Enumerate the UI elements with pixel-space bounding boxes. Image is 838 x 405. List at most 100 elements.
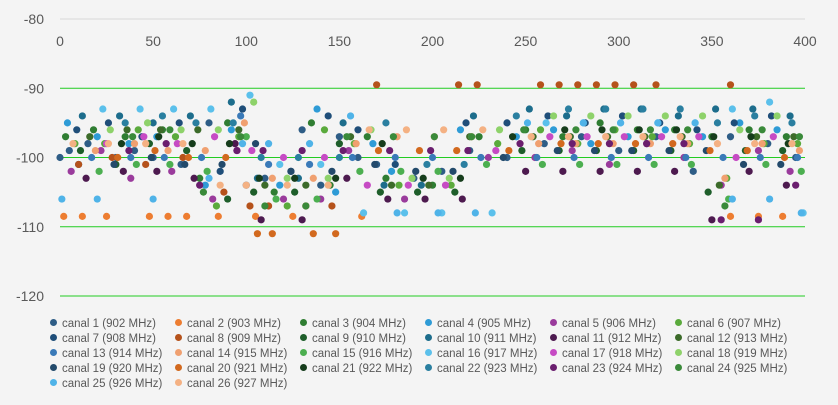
data-point — [302, 181, 310, 189]
data-point — [335, 133, 343, 141]
data-point — [421, 195, 429, 203]
data-point — [307, 119, 316, 127]
data-point — [153, 167, 161, 175]
legend-item: canal 24 (925 MHz) — [675, 363, 787, 375]
data-point — [648, 133, 656, 141]
data-point — [265, 140, 273, 148]
data-point — [313, 195, 321, 203]
data-point — [792, 181, 800, 189]
legend-marker — [50, 364, 57, 371]
data-point — [242, 133, 250, 141]
data-point — [583, 133, 591, 141]
data-point — [225, 140, 234, 148]
data-point — [65, 146, 73, 155]
data-point — [345, 146, 353, 155]
data-point — [726, 81, 735, 89]
data-point — [564, 105, 573, 113]
data-point — [89, 126, 98, 134]
data-point — [563, 112, 571, 120]
data-point — [609, 126, 617, 134]
data-point — [257, 153, 265, 162]
data-point — [525, 105, 533, 113]
data-point — [339, 146, 347, 155]
data-point — [328, 202, 336, 210]
data-point — [233, 146, 241, 155]
data-point — [445, 174, 453, 182]
legend-label: canal 22 (923 MHz) — [437, 363, 538, 375]
data-point — [574, 81, 582, 89]
data-point — [291, 188, 299, 196]
data-point — [143, 119, 152, 127]
data-point — [140, 133, 148, 141]
data-point — [276, 181, 284, 189]
legend-marker — [175, 319, 182, 326]
data-point — [376, 188, 384, 196]
data-point — [373, 81, 381, 89]
data-point — [458, 195, 466, 203]
data-point — [104, 119, 113, 127]
data-point — [790, 133, 798, 141]
data-point — [250, 188, 258, 196]
legend-label: canal 14 (915 MHz) — [187, 348, 288, 360]
data-point — [395, 181, 403, 189]
data-point — [151, 146, 159, 155]
data-point — [607, 153, 615, 162]
data-point — [149, 195, 157, 203]
y-tick-label: -80 — [24, 11, 44, 27]
legend-marker — [300, 349, 307, 356]
data-point — [708, 216, 716, 224]
x-tick-label: 250 — [514, 33, 538, 49]
data-point — [592, 81, 601, 89]
data-point — [335, 140, 343, 148]
data-point — [268, 230, 276, 238]
data-point — [283, 174, 291, 182]
data-point — [782, 133, 790, 141]
data-point — [414, 188, 422, 196]
data-point — [471, 209, 479, 217]
legend-item: canal 7 (908 MHz) — [50, 333, 156, 345]
data-point — [175, 119, 183, 127]
data-point — [184, 153, 193, 162]
x-tick-label: 50 — [145, 33, 161, 49]
data-point — [657, 133, 666, 141]
data-point — [173, 140, 181, 148]
legend-item: canal 25 (926 MHz) — [50, 378, 162, 390]
data-point — [473, 81, 481, 89]
data-point — [788, 119, 796, 127]
data-point — [130, 146, 139, 155]
data-point — [251, 140, 260, 148]
x-tick-label: 0 — [56, 33, 64, 49]
legend-label: canal 18 (919 MHz) — [687, 348, 788, 360]
data-point — [557, 140, 565, 148]
data-point — [512, 112, 520, 120]
data-point — [61, 133, 70, 141]
data-point — [536, 81, 545, 89]
data-point — [242, 181, 250, 189]
data-point — [767, 112, 776, 120]
data-point — [218, 160, 226, 169]
data-point — [412, 167, 420, 175]
data-point — [130, 140, 139, 148]
data-point — [630, 81, 638, 89]
legend-label: canal 8 (909 MHz) — [187, 333, 281, 345]
data-point — [369, 140, 377, 148]
legend-item: canal 15 (916 MHz) — [300, 348, 412, 360]
data-point — [758, 140, 766, 148]
data-point — [155, 133, 163, 141]
data-point — [73, 126, 81, 134]
legend-marker — [175, 379, 182, 386]
data-point — [602, 105, 610, 113]
data-point — [201, 181, 209, 189]
data-point — [389, 133, 397, 141]
legend-marker — [675, 319, 682, 326]
data-point — [719, 153, 727, 162]
data-point — [749, 105, 757, 113]
data-point — [76, 146, 85, 155]
data-point — [309, 174, 317, 182]
legend-marker — [550, 334, 557, 341]
legend-item: canal 14 (915 MHz) — [175, 348, 287, 360]
data-point — [382, 174, 390, 182]
data-point — [332, 230, 340, 238]
legend-item: canal 13 (914 MHz) — [50, 348, 162, 360]
data-point — [359, 209, 368, 217]
